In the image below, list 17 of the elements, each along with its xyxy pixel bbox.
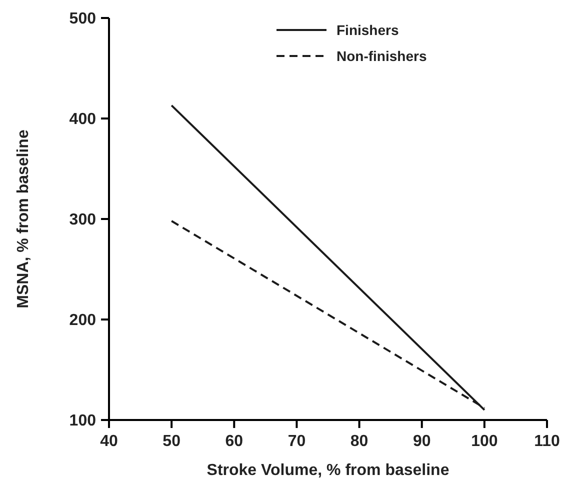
legend-label: Finishers (336, 22, 399, 38)
x-tick-label: 60 (225, 433, 244, 450)
y-tick-label: 200 (69, 312, 96, 330)
x-tick-label: 70 (288, 433, 306, 450)
x-tick-label: 90 (412, 433, 431, 450)
y-tick-label: 500 (69, 10, 96, 28)
y-tick-label: 100 (69, 412, 96, 430)
x-tick-label: 50 (162, 433, 181, 450)
x-tick-label: 80 (350, 433, 368, 450)
x-tick-label: 110 (534, 433, 560, 450)
x-axis-title: Stroke Volume, % from baseline (206, 462, 450, 479)
x-tick-label: 100 (471, 433, 498, 450)
x-tick-label: 40 (100, 433, 118, 450)
y-axis-title: MSNA, % from baseline (15, 130, 32, 308)
y-tick-label: 300 (69, 212, 96, 229)
legend-label: Non-finishers (336, 48, 427, 64)
y-tick-label: 400 (69, 111, 96, 128)
